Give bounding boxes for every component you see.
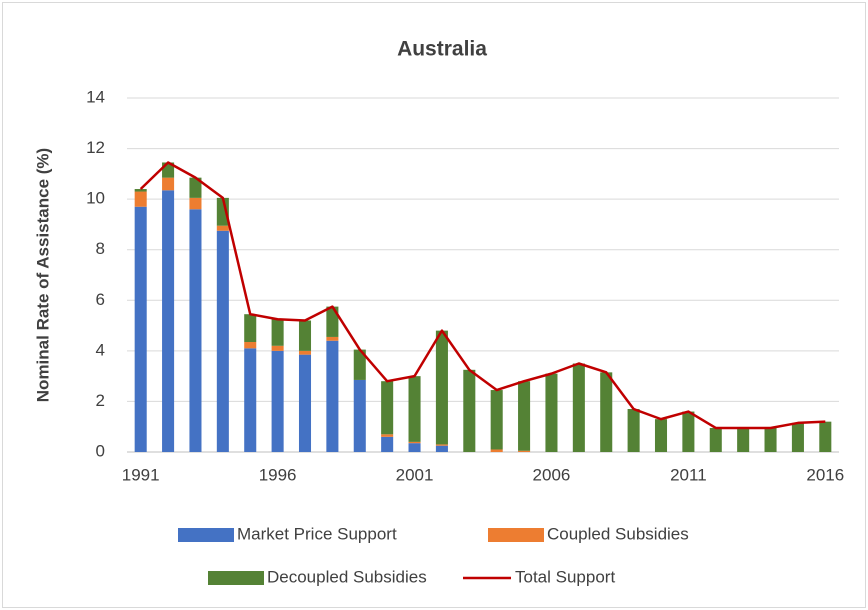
bar-segment bbox=[627, 409, 640, 452]
y-tick-label: 8 bbox=[96, 239, 105, 258]
bar-segment bbox=[490, 390, 503, 450]
legend-swatch bbox=[488, 528, 544, 542]
x-tick-label: 2006 bbox=[533, 465, 571, 484]
bar-segment bbox=[271, 350, 284, 452]
x-tick-label: 1996 bbox=[259, 465, 297, 484]
bar-segment bbox=[244, 342, 257, 349]
x-tick-label: 2001 bbox=[396, 465, 434, 484]
bar-segment bbox=[737, 427, 750, 452]
bar-segment bbox=[244, 314, 257, 343]
bar-segment bbox=[298, 320, 312, 351]
bar-segment bbox=[518, 450, 531, 452]
bar-segment bbox=[298, 350, 312, 355]
bar-segment bbox=[134, 206, 147, 452]
y-axis-label: Nominal Rate of Assistance (%) bbox=[33, 148, 52, 402]
bar-segment bbox=[791, 422, 804, 452]
bar-segment bbox=[353, 349, 366, 380]
legend-label: Decoupled Subsidies bbox=[267, 567, 427, 586]
bar-segment bbox=[244, 348, 257, 452]
x-tick-label: 2011 bbox=[670, 465, 707, 484]
total-line bbox=[139, 161, 826, 430]
y-tick-label: 6 bbox=[96, 290, 105, 309]
bar-segment bbox=[545, 373, 558, 452]
bar-segment bbox=[408, 443, 421, 452]
bar-segment bbox=[381, 434, 394, 437]
bar-segment bbox=[764, 427, 777, 452]
y-tick-label: 2 bbox=[96, 391, 105, 410]
bar-segment bbox=[490, 449, 503, 452]
bar-segment bbox=[189, 209, 202, 452]
x-tick-label: 2016 bbox=[806, 465, 844, 484]
bar-segment bbox=[819, 421, 832, 452]
bar-segment bbox=[381, 381, 394, 435]
legend-label: Market Price Support bbox=[237, 524, 397, 543]
bar-segment bbox=[216, 197, 229, 226]
bar-segment bbox=[682, 411, 695, 452]
bar-segment bbox=[134, 189, 147, 192]
bar-segment bbox=[189, 177, 202, 198]
bar-segment bbox=[134, 191, 147, 207]
bar-segment bbox=[271, 345, 284, 351]
legend-label: Total Support bbox=[515, 567, 615, 586]
chart-title: Australia bbox=[397, 38, 487, 61]
bar-segment bbox=[326, 340, 339, 452]
bar-segment bbox=[326, 336, 339, 341]
bar-segment bbox=[189, 197, 202, 210]
bar-segment bbox=[435, 445, 448, 452]
legend-label: Coupled Subsidies bbox=[547, 524, 689, 543]
bar-segment bbox=[654, 419, 668, 452]
bar-segment bbox=[518, 381, 531, 451]
bar-segment bbox=[353, 379, 366, 452]
bar-segment bbox=[381, 436, 394, 452]
bar-segment bbox=[600, 372, 613, 452]
y-tick-label: 4 bbox=[96, 340, 105, 359]
bar-segment bbox=[271, 319, 284, 346]
y-tick-label: 0 bbox=[96, 441, 105, 460]
y-tick-label: 12 bbox=[86, 138, 105, 157]
bar-segment bbox=[298, 354, 312, 452]
x-tick-label: 1991 bbox=[122, 465, 160, 484]
bar-segment bbox=[408, 376, 421, 442]
bar-segment bbox=[709, 427, 722, 452]
bar-segment bbox=[463, 369, 476, 452]
y-tick-label: 14 bbox=[86, 87, 105, 106]
bar-segment bbox=[326, 306, 339, 337]
bar-segment bbox=[435, 444, 448, 446]
bar-segment bbox=[162, 190, 175, 453]
y-tick-label: 10 bbox=[86, 189, 105, 208]
bar-segment bbox=[162, 177, 175, 191]
legend-swatch bbox=[208, 571, 264, 585]
legend-swatch bbox=[178, 528, 234, 542]
bar-segment bbox=[435, 330, 448, 445]
bar-segment bbox=[408, 441, 421, 444]
bar-segment bbox=[572, 363, 585, 452]
bar-segment bbox=[216, 230, 229, 452]
bar-segment bbox=[216, 225, 229, 231]
